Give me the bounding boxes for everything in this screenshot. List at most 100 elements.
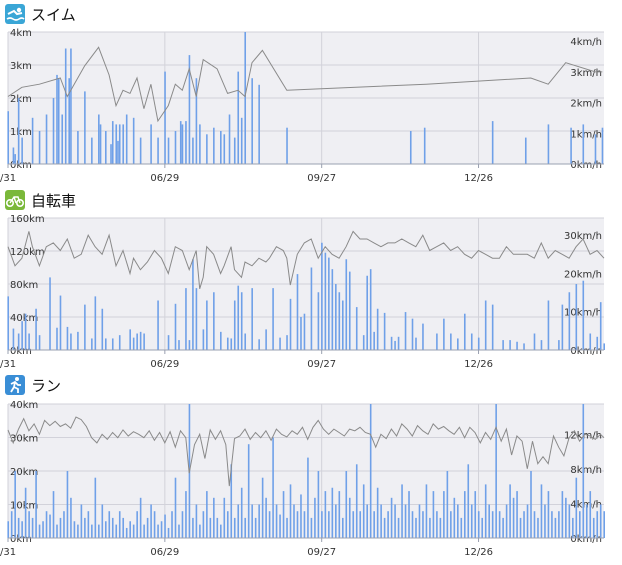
distance-bar [206,491,208,538]
distance-bar [167,137,170,164]
distance-bar [443,491,445,538]
distance-bar [300,317,302,350]
distance-bar [397,336,400,350]
distance-bar [345,259,348,350]
distance-bar [589,333,592,350]
distance-bar [289,484,292,538]
distance-bar [98,524,100,538]
left-tick-label: 10km [10,501,38,512]
distance-bar [202,511,205,538]
distance-bar [418,504,421,538]
distance-bar [237,504,240,538]
distance-bar [38,131,41,164]
bike-title: 自転車 [31,191,77,210]
distance-bar [240,292,243,350]
distance-bar [568,504,571,538]
distance-bar [91,137,93,164]
distance-bar [409,131,412,164]
distance-bar [502,340,504,350]
distance-bar [594,134,597,164]
distance-bar [38,524,41,538]
distance-bar [157,524,159,538]
distance-bar [56,327,58,350]
distance-bar [167,335,170,350]
distance-bar [87,511,90,538]
distance-bar [17,98,20,164]
distance-bar [568,292,571,350]
x-tick-label: /31 [0,173,16,184]
speed-line [7,230,605,289]
swim-chart: 0km 1km 2km 3km 4km 0km/h 1km/h 2km/h 3km/h 4km/h… [0,28,604,184]
distance-bar [244,517,247,538]
distance-bar [390,336,393,350]
distance-bar [505,504,508,538]
distance-bar [216,517,219,538]
distance-bar [237,71,240,164]
distance-bar [307,457,309,538]
distance-bar [111,338,114,350]
distance-bar [17,333,20,350]
distance-bar [258,504,260,538]
distance-bar [355,464,358,538]
distance-bar [7,296,9,350]
distance-bar [423,127,426,164]
distance-bar [179,121,182,164]
distance-bar [101,504,104,538]
distance-bar [408,491,410,538]
right-tick-label: 1km/h [570,129,602,140]
distance-bar [380,504,382,538]
distance-bar [115,124,118,164]
distance-bar [132,117,135,164]
distance-bar [265,329,267,350]
distance-bar [174,477,177,538]
distance-bar [251,78,253,164]
distance-bar [150,504,152,538]
left-tick-label: 4km [10,28,32,39]
distance-bar [213,292,215,350]
distance-bar [77,524,79,538]
distance-bar [491,511,494,538]
distance-bar [94,296,97,350]
distance-bar [45,114,48,164]
distance-bar [66,471,69,538]
right-tick-label: 2km/h [570,99,602,110]
x-tick-label: 09/27 [307,359,336,370]
distance-bar [401,484,403,538]
distance-bar [7,111,9,164]
distance-bar [104,338,107,350]
distance-bar [38,335,41,350]
run-title: ラン [31,376,62,395]
distance-bar [31,117,34,164]
distance-bar [268,511,271,538]
distance-bar [49,514,51,538]
distance-bar [118,335,121,350]
distance-bar [376,487,379,538]
distance-bar [585,504,588,538]
distance-bar [132,524,135,538]
swim-header: スイム [5,4,76,24]
distance-bar [561,304,564,350]
distance-bar [572,517,574,538]
distance-bar [228,114,231,164]
distance-bar [463,491,466,538]
left-tick-label: 0km [10,160,32,171]
x-tick-label: 12/26 [464,547,493,558]
distance-bar [463,313,466,350]
distance-bar [530,471,532,538]
distance-bar [582,404,585,538]
distance-bar [31,517,34,538]
distance-bar [603,511,605,538]
distance-bar [512,497,515,538]
distance-bar [502,517,504,538]
distance-bar [73,521,76,538]
distance-bar [233,137,236,164]
distance-bar [199,124,201,164]
distance-bar [310,267,313,350]
distance-bar [286,335,288,350]
distance-bar [206,134,208,164]
distance-bar [139,331,142,350]
distance-bar [355,307,358,350]
distance-bar [202,329,205,350]
distance-bar [450,511,452,538]
run-header: ラン [5,375,61,395]
